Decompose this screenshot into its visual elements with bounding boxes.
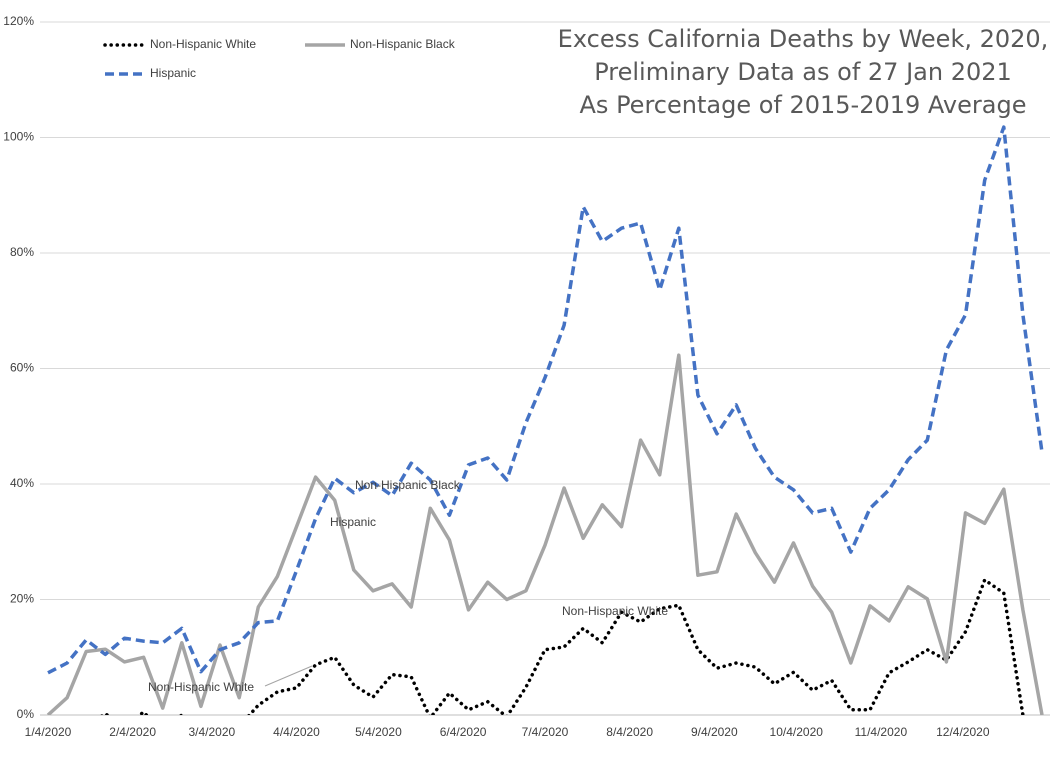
y-tick-label: 20% <box>10 592 34 606</box>
y-tick-label: 120% <box>3 14 34 28</box>
x-tick-label: 11/4/2020 <box>855 725 908 739</box>
x-tick-label: 3/4/2020 <box>188 725 235 739</box>
chart-title: As Percentage of 2015-2019 Average <box>580 91 1027 119</box>
chart-title: Preliminary Data as of 27 Jan 2021 <box>594 58 1012 86</box>
legend-label: Hispanic <box>150 66 196 80</box>
y-tick-label: 80% <box>10 245 34 259</box>
x-tick-label: 10/4/2020 <box>770 725 824 739</box>
x-tick-label: 12/4/2020 <box>936 725 990 739</box>
x-tick-label: 2/4/2020 <box>109 725 156 739</box>
series-line <box>100 578 1025 715</box>
leader-line <box>264 665 313 687</box>
x-tick-label: 7/4/2020 <box>522 725 569 739</box>
y-tick-label: 100% <box>3 130 34 144</box>
annotation: Non-Hispanic Black <box>355 478 461 492</box>
x-tick-label: 5/4/2020 <box>355 725 402 739</box>
y-tick-label: 40% <box>10 476 34 490</box>
legend-label: Non-Hispanic White <box>150 37 256 51</box>
x-tick-label: 8/4/2020 <box>606 725 653 739</box>
annotation: Non-Hispanic White <box>148 680 254 694</box>
series-line <box>46 353 1044 715</box>
y-tick-label: 60% <box>10 361 34 375</box>
x-tick-label: 9/4/2020 <box>691 725 738 739</box>
x-tick-label: 1/4/2020 <box>25 725 72 739</box>
legend-label: Non-Hispanic Black <box>350 37 456 51</box>
x-tick-label: 6/4/2020 <box>440 725 487 739</box>
annotation: Hispanic <box>330 515 376 529</box>
annotation: Non-Hispanic White <box>562 604 668 618</box>
chart-title: Excess California Deaths by Week, 2020, <box>558 25 1049 53</box>
series-line <box>47 125 1044 675</box>
y-tick-label: 0% <box>17 707 35 721</box>
x-tick-label: 4/4/2020 <box>273 725 320 739</box>
